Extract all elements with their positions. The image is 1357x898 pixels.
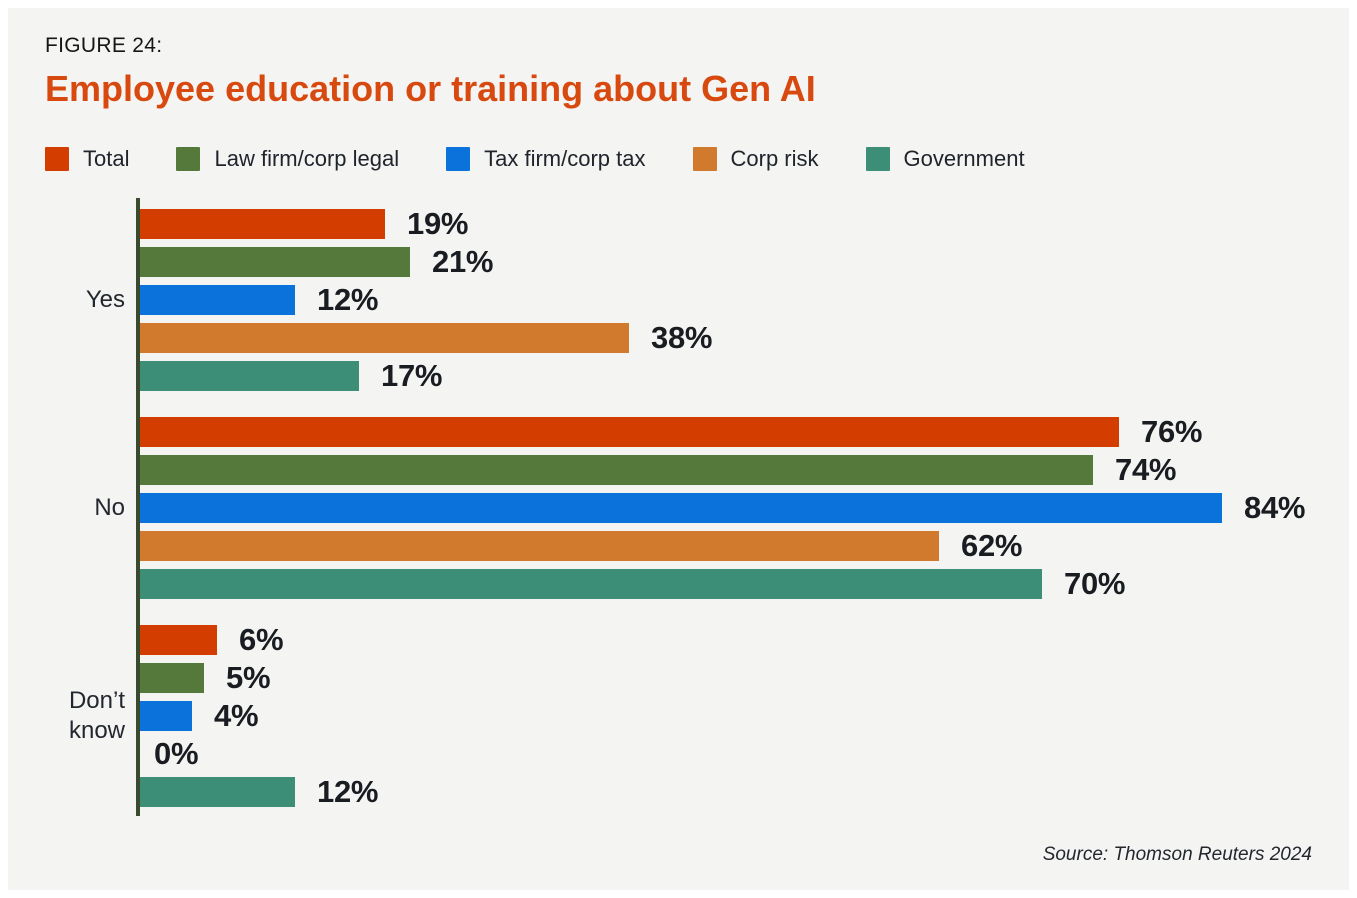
legend-swatch-icon <box>176 147 201 172</box>
bar-value-label: 12% <box>317 774 379 810</box>
legend-label: Tax firm/corp tax <box>484 146 646 172</box>
bar-row: 17% <box>140 358 1319 394</box>
bar-government <box>140 361 359 392</box>
bar-value-label: 4% <box>214 698 259 734</box>
bar-row: 74% <box>140 452 1319 488</box>
legend-swatch-icon <box>865 147 890 172</box>
bar-total <box>140 625 217 656</box>
category-group: Yes 19% 21% 12% 38% 17% <box>45 206 1319 394</box>
y-axis-line <box>136 198 140 817</box>
chart-title: Employee education or training about Gen… <box>45 68 816 110</box>
category-label: Yes <box>85 286 125 314</box>
bar-value-label: 19% <box>407 206 469 242</box>
bar-tax-firm-corp-tax <box>140 493 1222 524</box>
bar-row: 0% <box>140 736 1319 772</box>
category-bars: 76% 74% 84% 62% 70% <box>136 414 1319 602</box>
bar-tax-firm-corp-tax <box>140 701 192 732</box>
legend-swatch-icon <box>692 147 717 172</box>
figure-label: FIGURE 24: <box>45 34 163 57</box>
category-bars: 19% 21% 12% 38% 17% <box>136 206 1319 394</box>
category-label: Don’t know <box>68 687 125 745</box>
bar-chart: Yes 19% 21% 12% 38% 17% No 76% 74% 84% 62% 70% Don’t… <box>45 198 1319 817</box>
bar-row: 38% <box>140 320 1319 356</box>
bar-row: 76% <box>140 414 1319 450</box>
bar-corp-risk <box>140 323 629 354</box>
bar-row: 5% <box>140 660 1319 696</box>
legend-label: Law firm/corp legal <box>214 146 400 172</box>
bar-tax-firm-corp-tax <box>140 285 295 316</box>
bar-row: 84% <box>140 490 1319 526</box>
bar-value-label: 70% <box>1064 566 1126 602</box>
bar-value-label: 62% <box>961 528 1023 564</box>
bar-row: 6% <box>140 622 1319 658</box>
bar-row: 19% <box>140 206 1319 242</box>
bar-row: 12% <box>140 774 1319 810</box>
bar-value-label: 38% <box>651 320 713 356</box>
legend-item: Tax firm/corp tax <box>446 146 646 172</box>
bar-total <box>140 209 385 240</box>
legend-label: Government <box>903 146 1025 172</box>
bar-value-label: 12% <box>317 282 379 318</box>
bar-value-label: 76% <box>1141 414 1203 450</box>
bar-row: 62% <box>140 528 1319 564</box>
bar-law-firm-corp-legal <box>140 663 204 694</box>
category-label: No <box>94 494 125 522</box>
bar-value-label: 74% <box>1115 452 1177 488</box>
legend-item: Law firm/corp legal <box>176 146 399 172</box>
bar-row: 4% <box>140 698 1319 734</box>
bar-value-label: 6% <box>239 622 284 658</box>
legend-item: Total <box>45 146 129 172</box>
category-group: Don’t know 6% 5% 4% 0% 12% <box>45 622 1319 810</box>
bar-government <box>140 569 1042 600</box>
source-note: Source: Thomson Reuters 2024 <box>1042 844 1312 865</box>
legend-swatch-icon <box>446 147 471 172</box>
bar-value-label: 84% <box>1244 490 1306 526</box>
category-group: No 76% 74% 84% 62% 70% <box>45 414 1319 602</box>
bar-row: 12% <box>140 282 1319 318</box>
chart-legend: Total Law firm/corp legal Tax firm/corp ta… <box>45 146 1319 172</box>
bar-value-label: 21% <box>432 244 494 280</box>
legend-swatch-icon <box>45 147 69 172</box>
bar-value-label: 17% <box>381 358 443 394</box>
bar-row: 21% <box>140 244 1319 280</box>
legend-label: Corp risk <box>730 146 819 172</box>
bar-corp-risk <box>140 531 939 562</box>
legend-item: Corp risk <box>692 146 819 172</box>
bar-law-firm-corp-legal <box>140 455 1093 486</box>
legend-item: Government <box>865 146 1025 172</box>
bar-total <box>140 417 1119 448</box>
bar-law-firm-corp-legal <box>140 247 410 278</box>
bar-value-label: 0% <box>154 736 199 772</box>
bar-value-label: 5% <box>226 660 271 696</box>
bar-government <box>140 777 295 808</box>
legend-label: Total <box>83 146 130 172</box>
bar-row: 70% <box>140 566 1319 602</box>
category-bars: 6% 5% 4% 0% 12% <box>136 622 1319 810</box>
figure-panel: FIGURE 24: Employee education or trainin… <box>8 8 1349 890</box>
